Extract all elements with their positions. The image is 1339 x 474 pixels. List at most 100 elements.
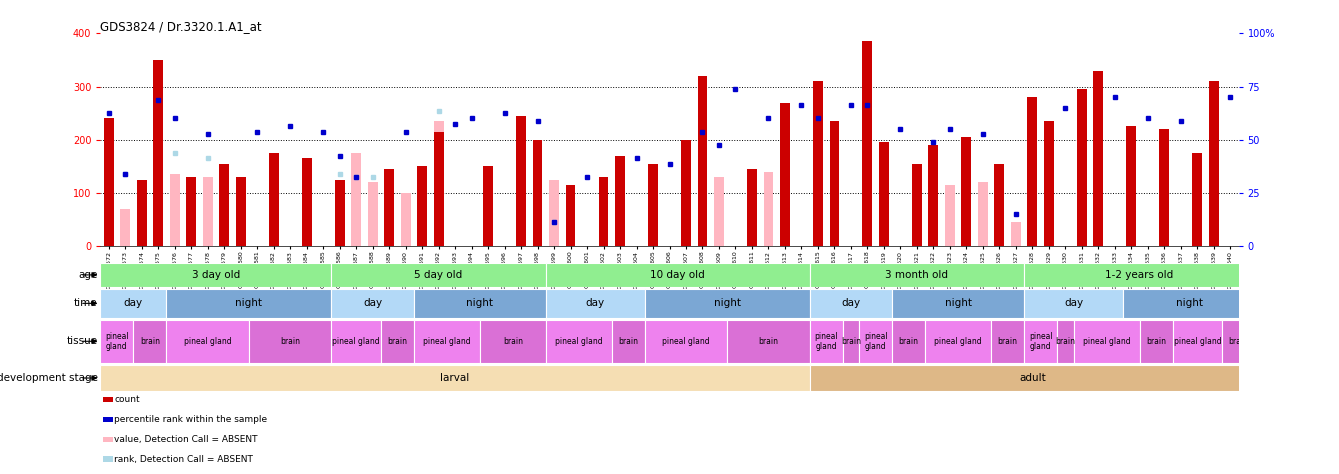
Bar <box>928 145 939 246</box>
Text: day: day <box>585 298 605 309</box>
Bar <box>912 164 921 246</box>
Bar <box>1223 320 1255 363</box>
Bar <box>301 158 312 246</box>
Text: brain: brain <box>841 337 861 346</box>
Text: larval: larval <box>441 373 470 383</box>
Text: age: age <box>79 270 98 280</box>
Text: 1-2 years old: 1-2 years old <box>1106 270 1174 280</box>
Text: night: night <box>944 298 972 309</box>
Bar <box>100 263 331 287</box>
Bar <box>186 177 195 246</box>
Bar <box>166 289 331 318</box>
Bar <box>100 365 810 391</box>
Text: adult: adult <box>1019 373 1046 383</box>
Bar <box>269 153 279 246</box>
Text: brain: brain <box>280 337 300 346</box>
Bar <box>810 365 1255 391</box>
Bar <box>682 140 691 246</box>
Bar <box>236 177 245 246</box>
Bar <box>335 180 344 246</box>
Bar <box>727 320 810 363</box>
Text: day: day <box>1065 298 1083 309</box>
Text: pineal gland: pineal gland <box>332 337 380 346</box>
Bar <box>645 320 727 363</box>
Bar <box>1173 320 1223 363</box>
Text: pineal gland: pineal gland <box>935 337 981 346</box>
Bar <box>335 180 344 246</box>
Bar <box>1160 129 1169 246</box>
Bar <box>414 320 479 363</box>
Bar <box>1126 127 1137 246</box>
Bar <box>331 263 546 287</box>
Text: pineal gland: pineal gland <box>183 337 232 346</box>
Bar <box>400 193 411 246</box>
Bar <box>892 289 1024 318</box>
Text: brain: brain <box>387 337 407 346</box>
Bar <box>925 320 991 363</box>
Bar <box>599 177 608 246</box>
Bar <box>698 76 707 246</box>
Bar <box>781 102 790 246</box>
Text: percentile rank within the sample: percentile rank within the sample <box>114 415 268 424</box>
Bar <box>1024 289 1123 318</box>
Text: 10 day old: 10 day old <box>651 270 706 280</box>
Text: brain: brain <box>898 337 919 346</box>
Text: pineal gland: pineal gland <box>1083 337 1130 346</box>
Bar <box>434 121 443 246</box>
Text: night: night <box>714 298 740 309</box>
Bar <box>945 185 955 246</box>
Bar <box>1024 263 1255 287</box>
Text: development stage: development stage <box>0 373 98 383</box>
Text: pineal gland: pineal gland <box>554 337 603 346</box>
Bar <box>546 320 612 363</box>
Bar <box>747 169 757 246</box>
Bar <box>483 166 493 246</box>
Bar <box>862 41 873 246</box>
Text: brain: brain <box>1055 337 1075 346</box>
Bar <box>202 177 213 246</box>
Bar <box>533 140 542 246</box>
Text: brain: brain <box>998 337 1018 346</box>
Text: pineal gland: pineal gland <box>663 337 710 346</box>
Bar <box>714 177 724 246</box>
Bar <box>1139 320 1173 363</box>
Text: 3 month old: 3 month old <box>885 270 948 280</box>
Text: pineal
gland: pineal gland <box>1028 332 1052 351</box>
Bar <box>100 289 166 318</box>
Bar <box>810 320 842 363</box>
Bar <box>648 164 657 246</box>
Bar <box>878 143 889 246</box>
Bar <box>331 320 380 363</box>
Bar <box>1027 97 1038 246</box>
Bar <box>829 121 840 246</box>
Text: value, Detection Call = ABSENT: value, Detection Call = ABSENT <box>114 435 258 444</box>
Bar <box>961 137 971 246</box>
Bar <box>516 116 526 246</box>
Bar <box>860 320 892 363</box>
Text: count: count <box>114 395 141 404</box>
Bar <box>977 182 988 246</box>
Text: rank, Detection Call = ABSENT: rank, Detection Call = ABSENT <box>114 455 253 464</box>
Bar <box>842 320 860 363</box>
Bar <box>1024 320 1056 363</box>
Bar <box>991 320 1024 363</box>
Text: 5 day old: 5 day old <box>415 270 463 280</box>
Bar <box>103 118 114 246</box>
Bar <box>546 263 810 287</box>
Bar <box>134 320 166 363</box>
Bar <box>121 209 130 246</box>
Text: 3 day old: 3 day old <box>191 270 240 280</box>
Bar <box>479 320 546 363</box>
Bar <box>1056 320 1074 363</box>
Bar <box>1044 121 1054 246</box>
Text: brain: brain <box>503 337 522 346</box>
Bar <box>1193 153 1202 246</box>
Bar <box>166 320 249 363</box>
Bar <box>546 289 645 318</box>
Bar <box>599 185 608 246</box>
Text: brain: brain <box>139 337 159 346</box>
Text: GDS3824 / Dr.3320.1.A1_at: GDS3824 / Dr.3320.1.A1_at <box>100 20 262 33</box>
Text: night: night <box>236 298 262 309</box>
Bar <box>1209 81 1218 246</box>
Text: night: night <box>466 298 493 309</box>
